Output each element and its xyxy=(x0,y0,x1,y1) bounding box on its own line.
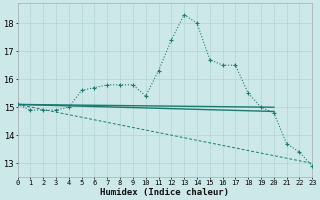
X-axis label: Humidex (Indice chaleur): Humidex (Indice chaleur) xyxy=(100,188,229,197)
